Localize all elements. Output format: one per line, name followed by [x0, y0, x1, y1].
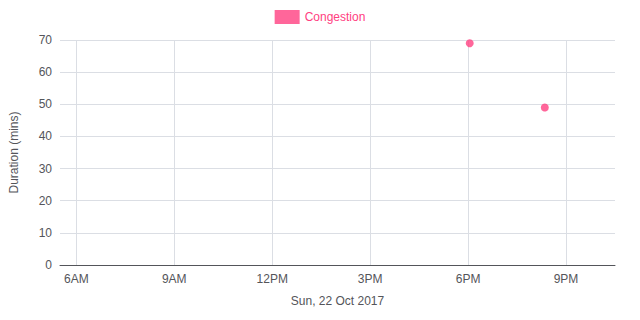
svg-text:40: 40	[39, 129, 53, 143]
svg-text:6AM: 6AM	[64, 272, 89, 286]
svg-text:70: 70	[39, 33, 53, 47]
svg-text:60: 60	[39, 65, 53, 79]
svg-text:Duration (mins): Duration (mins)	[7, 111, 21, 193]
svg-text:9PM: 9PM	[554, 272, 579, 286]
svg-text:3PM: 3PM	[358, 272, 383, 286]
svg-text:6PM: 6PM	[456, 272, 481, 286]
svg-text:Sun, 22 Oct 2017: Sun, 22 Oct 2017	[291, 294, 385, 308]
svg-text:12PM: 12PM	[257, 272, 288, 286]
svg-text:50: 50	[39, 97, 53, 111]
svg-text:30: 30	[39, 162, 53, 176]
svg-text:0: 0	[45, 258, 52, 272]
svg-text:20: 20	[39, 194, 53, 208]
svg-text:10: 10	[39, 226, 53, 240]
svg-text:9AM: 9AM	[162, 272, 187, 286]
svg-text:Congestion: Congestion	[305, 10, 366, 24]
